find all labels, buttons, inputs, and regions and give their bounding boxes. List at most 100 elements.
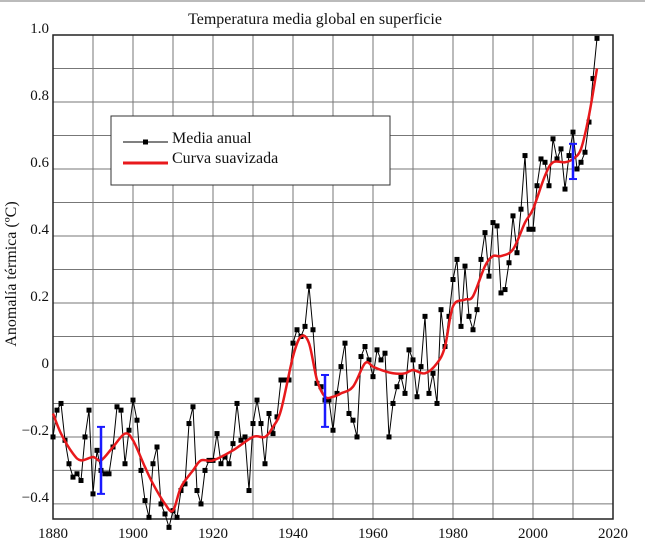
annual-mean-point (550, 136, 556, 142)
annual-mean-point (174, 514, 180, 520)
annual-mean-point (134, 417, 140, 423)
annual-mean-point (290, 340, 296, 346)
annual-mean-point (102, 471, 108, 477)
x-tick-label: 2020 (598, 526, 628, 542)
annual-mean-point (486, 273, 492, 279)
annual-mean-point (154, 444, 160, 450)
annual-mean-point (366, 357, 372, 363)
y-tick-label: 0.2 (30, 289, 49, 305)
annual-mean-point (82, 434, 88, 440)
annual-mean-point (218, 461, 224, 467)
annual-mean-point (418, 364, 424, 370)
annual-mean-point (570, 129, 576, 135)
annual-mean-point (362, 344, 368, 350)
annual-mean-point (370, 374, 376, 380)
annual-mean-point (498, 290, 504, 296)
annual-mean-point (86, 407, 92, 413)
annual-mean-point (514, 250, 520, 256)
annual-mean-point (74, 471, 80, 477)
annual-mean-point (350, 417, 356, 423)
annual-mean-point (310, 327, 316, 333)
annual-mean-point (198, 501, 204, 507)
annual-mean-point (262, 461, 268, 467)
annual-mean-point (258, 421, 264, 427)
y-tick-label: 0.8 (30, 88, 49, 104)
annual-mean-point (270, 431, 276, 437)
annual-mean-point (266, 410, 272, 416)
annual-mean-point (398, 374, 404, 380)
annual-mean-point (402, 390, 408, 396)
annual-mean-point (70, 474, 76, 480)
annual-mean-point (178, 488, 184, 494)
annual-mean-point (538, 156, 544, 162)
chart-title: Temperatura media global en superficie (188, 11, 442, 28)
x-tick-label: 1900 (118, 526, 148, 542)
annual-mean-point (342, 340, 348, 346)
legend-annual-label: Media anual (172, 130, 252, 147)
legend-annual-marker (143, 139, 148, 145)
annual-mean-point (302, 323, 308, 329)
y-axis-label: Anomalía térmica (ºC) (3, 201, 20, 346)
annual-mean-point (226, 461, 232, 467)
annual-mean-point (230, 441, 236, 447)
annual-mean-point (94, 447, 100, 453)
annual-mean-point (410, 357, 416, 363)
annual-mean-point (558, 146, 564, 152)
annual-mean-point (478, 256, 484, 262)
annual-mean-point (546, 183, 552, 189)
legend: Media anual Curva suavizada (110, 115, 391, 186)
annual-mean-point (510, 213, 516, 219)
annual-mean-point (566, 153, 572, 159)
annual-mean-line (52, 38, 598, 530)
annual-mean-point (142, 498, 148, 504)
annual-mean-point (446, 313, 452, 319)
annual-mean-point (222, 454, 228, 460)
annual-mean-point (354, 434, 360, 440)
annual-mean-point (450, 277, 456, 283)
annual-mean-point (254, 397, 260, 403)
annual-mean-point (426, 390, 432, 396)
annual-mean-point (318, 384, 324, 390)
y-tick-label: 0.6 (30, 155, 49, 171)
annual-mean-point (238, 437, 244, 443)
annual-mean-point (306, 283, 312, 289)
plot-frame (52, 34, 614, 520)
annual-mean-point (382, 350, 388, 356)
annual-mean-point (554, 156, 560, 162)
annual-mean-point (130, 397, 136, 403)
x-tick-label: 1960 (358, 526, 388, 542)
annual-mean-point (438, 307, 444, 313)
annual-mean-point (490, 220, 496, 226)
annual-mean-point (138, 467, 144, 473)
annual-mean-point (430, 370, 436, 376)
annual-mean-point (54, 407, 60, 413)
annual-mean-point (594, 35, 600, 41)
annual-mean-point (458, 323, 464, 329)
x-tick-label: 1880 (38, 526, 68, 542)
annual-mean-point (78, 477, 84, 483)
annual-mean-point (182, 481, 188, 487)
annual-mean-point (326, 397, 332, 403)
annual-mean-point (58, 400, 64, 406)
annual-mean-point (374, 347, 380, 353)
annual-mean-point (562, 186, 568, 192)
annual-mean-point (378, 357, 384, 363)
annual-mean-point (114, 404, 120, 410)
y-tick-label: −0.4 (22, 490, 50, 506)
annual-mean-point (534, 183, 540, 189)
annual-mean-point (50, 434, 56, 440)
annual-mean-point (250, 421, 256, 427)
annual-mean-point (190, 404, 196, 410)
annual-mean-point (278, 377, 284, 383)
annual-mean-point (586, 119, 592, 125)
x-tick-label: 1920 (198, 526, 228, 542)
tick-labels: 1880 1900 1920 1940 1960 1980 2000 2020 1.0 0.8 0.… (22, 21, 628, 542)
annual-mean-point (246, 488, 252, 494)
annual-mean-point (386, 434, 392, 440)
annual-mean-point (346, 410, 352, 416)
annual-mean-point (414, 394, 420, 400)
annual-mean-point (502, 287, 508, 293)
annual-mean-point (242, 434, 248, 440)
